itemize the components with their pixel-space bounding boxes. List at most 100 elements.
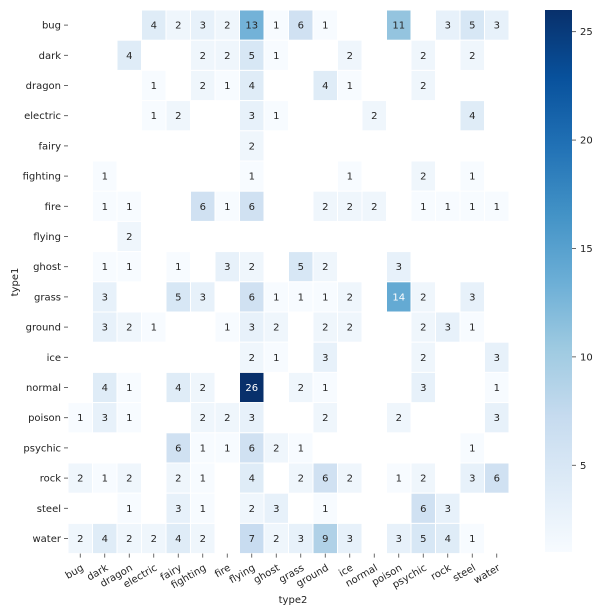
heatmap-cell (214, 251, 240, 283)
heatmap-cell (190, 69, 216, 102)
cell-value-label: 2 (420, 474, 426, 485)
cell-value-label: 3 (249, 323, 255, 334)
cell-value-label: 1 (126, 262, 132, 273)
heatmap-cell (410, 190, 436, 222)
cell-value-label: 2 (347, 323, 353, 334)
heatmap-cell (141, 100, 167, 132)
heatmap-cell (484, 9, 510, 41)
colorbar-ticks: 5 10 15 20 25 (572, 27, 593, 472)
cell-value-label: 4 (126, 51, 132, 62)
cell-value-label: 1 (102, 262, 108, 273)
cell-value-label: 2 (200, 383, 206, 394)
cell-value-label: 1 (126, 383, 132, 394)
cell-value-label: 3 (102, 323, 108, 334)
cell-value-label: 1 (102, 172, 108, 183)
heatmap-cell (190, 190, 216, 222)
cell-value-label: 2 (420, 292, 426, 303)
cell-value-label: 2 (249, 141, 255, 152)
cell-value-label: 2 (420, 81, 426, 92)
cell-value-label: 3 (420, 383, 426, 394)
cell-value-label: 2 (249, 353, 255, 364)
cell-value-label: 2 (200, 51, 206, 62)
cell-value-label: 4 (175, 534, 181, 545)
heatmap-cell (92, 311, 118, 343)
heatmap-cell (337, 39, 363, 71)
cell-value-label: 1 (469, 323, 475, 334)
cell-value-label: 2 (347, 474, 353, 485)
x-tick-label: water (472, 562, 503, 586)
cell-value-label: 5 (175, 292, 181, 303)
cell-value-label: 1 (224, 202, 230, 213)
heatmap-cell (239, 160, 265, 192)
cell-value-label: 2 (126, 534, 132, 545)
cell-value-label: 2 (175, 111, 181, 122)
cell-value-label: 6 (200, 202, 206, 213)
heatmap-cell (312, 251, 338, 283)
cell-value-label: 3 (396, 262, 402, 273)
cell-value-label: 2 (200, 534, 206, 545)
cell-value-label: 1 (273, 21, 279, 32)
x-tick-label: bug (64, 563, 86, 582)
heatmap-cell (190, 522, 216, 555)
heatmap-cell (67, 522, 93, 555)
heatmap-cell (116, 311, 142, 343)
heatmap-cell (263, 39, 289, 71)
heatmap-cell (263, 432, 289, 464)
cell-value-label: 1 (396, 474, 402, 485)
heatmap-cell (337, 281, 363, 313)
heatmap-cell (435, 9, 461, 41)
heatmap-cell (410, 371, 436, 404)
cell-value-label: 3 (298, 534, 304, 545)
heatmap-cell (239, 281, 265, 313)
cell-value-label: 1 (322, 383, 328, 394)
cell-value-label: 6 (249, 202, 255, 213)
x-axis-label: type2 (279, 595, 308, 606)
cell-value-label: 1 (273, 292, 279, 303)
heatmap-cell (312, 69, 338, 102)
cell-value-label: 26 (245, 383, 258, 394)
heatmap-cell (337, 311, 363, 343)
y-tick-label: steel (37, 504, 61, 515)
heatmap-cell (263, 9, 289, 41)
heatmap-cell (165, 281, 191, 313)
heatmap-cell (190, 492, 216, 524)
heatmap-cell (361, 100, 387, 132)
cell-value-label: 4 (445, 534, 451, 545)
heatmap-cell (484, 402, 510, 434)
cell-value-label: 1 (469, 534, 475, 545)
cell-value-label: 3 (494, 21, 500, 32)
cell-value-label: 3 (102, 292, 108, 303)
heatmap-cell (116, 251, 142, 283)
heatmap-cell (459, 522, 485, 555)
cell-value-label: 2 (347, 51, 353, 62)
cell-value-label: 2 (298, 383, 304, 394)
y-tick-label: rock (40, 474, 62, 485)
cell-value-label: 2 (175, 474, 181, 485)
cell-value-label: 2 (273, 443, 279, 454)
cell-value-label: 4 (249, 81, 255, 92)
heatmap-cell (410, 492, 436, 524)
cell-value-label: 2 (322, 413, 328, 424)
heatmap-cell (435, 190, 461, 222)
cell-value-label: 6 (249, 292, 255, 303)
cell-value-label: 3 (249, 413, 255, 424)
cell-value-label: 14 (392, 292, 405, 303)
cell-value-label: 2 (347, 202, 353, 213)
cell-value-label: 1 (298, 292, 304, 303)
cell-value-label: 3 (469, 292, 475, 303)
y-axis-label: type1 (10, 268, 21, 297)
y-tick-label: fairy (39, 141, 62, 152)
y-tick-label: poison (28, 413, 61, 424)
heatmap-cell (484, 371, 510, 404)
cell-value-label: 7 (249, 534, 255, 545)
cell-value-label: 2 (273, 323, 279, 334)
heatmap-cell (459, 39, 485, 71)
cell-value-label: 1 (322, 292, 328, 303)
cell-value-label: 1 (273, 51, 279, 62)
heatmap-cell (484, 190, 510, 222)
cell-value-label: 1 (77, 413, 83, 424)
cell-value-label: 2 (200, 413, 206, 424)
cell-value-label: 6 (494, 474, 500, 485)
y-tick-label: bug (42, 21, 61, 32)
cell-value-label: 6 (420, 504, 426, 515)
